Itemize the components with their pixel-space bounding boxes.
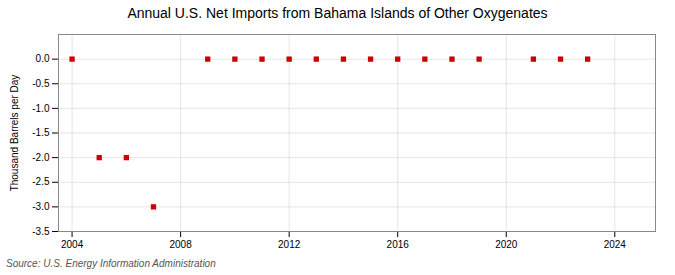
svg-text:0.0: 0.0 xyxy=(36,53,50,64)
html-text:Annual U.S. Net Imports from B: Annual U.S. Net Imports from Bahama Isla… xyxy=(127,5,548,21)
svg-text:2004: 2004 xyxy=(61,239,84,250)
svg-text:2024: 2024 xyxy=(604,239,627,250)
svg-text:-3.0: -3.0 xyxy=(32,201,50,212)
svg-text:-2.5: -2.5 xyxy=(32,176,50,187)
svg-text:-2.0: -2.0 xyxy=(32,152,50,163)
svg-text:-1.5: -1.5 xyxy=(32,127,50,138)
svg-text:Thousand Barrels per Day: Thousand Barrels per Day xyxy=(9,75,20,192)
svg-text:2012: 2012 xyxy=(278,239,301,250)
svg-text:-3.5: -3.5 xyxy=(32,226,50,237)
svg-text:-0.5: -0.5 xyxy=(32,78,50,89)
svg-text:-1.0: -1.0 xyxy=(32,103,50,114)
svg-text:2020: 2020 xyxy=(495,239,518,250)
svg-text:2016: 2016 xyxy=(387,239,410,250)
html-text:Source: U.S. Energy Informatio: Source: U.S. Energy Information Administ… xyxy=(6,258,216,269)
svg-text:2008: 2008 xyxy=(169,239,192,250)
